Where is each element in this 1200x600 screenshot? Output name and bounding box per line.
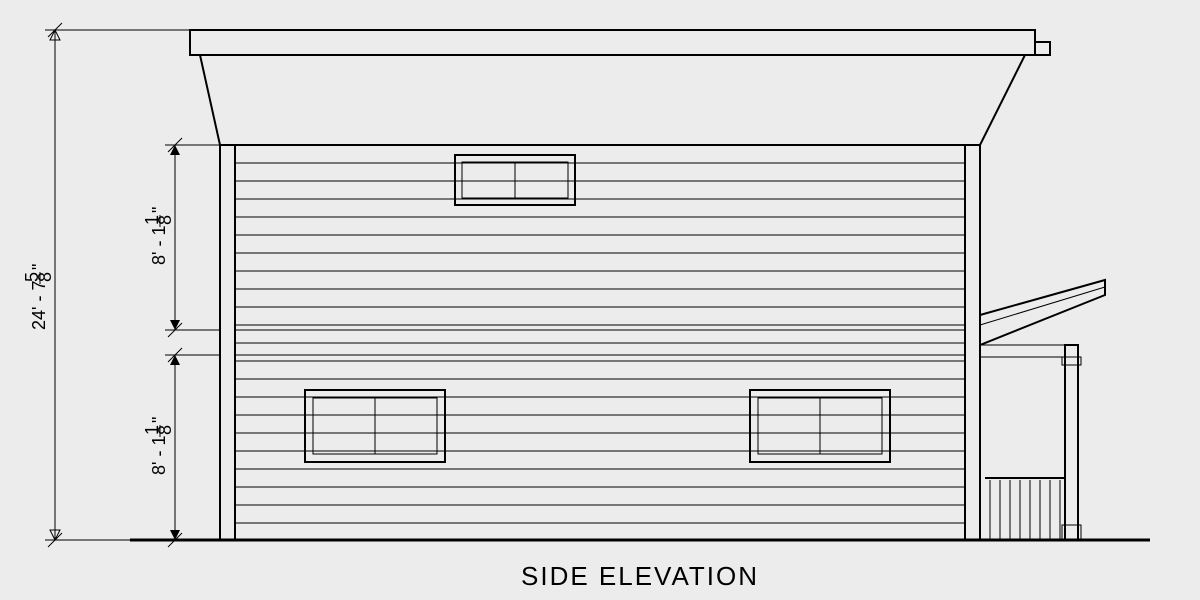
svg-text:8' - 1: 8' - 1	[149, 436, 169, 475]
svg-text:8: 8	[155, 425, 175, 435]
dim-upper-label: 8' - 1 1 8 "	[142, 207, 175, 265]
dim-lower-label: 8' - 1 1 8 "	[142, 417, 175, 475]
svg-text:8' - 1: 8' - 1	[149, 226, 169, 265]
svg-text:": "	[149, 417, 169, 423]
svg-text:": "	[149, 207, 169, 213]
porch-railing	[985, 478, 1065, 540]
corner-board-left	[220, 145, 235, 540]
elevation-drawing: 24' - 7 5 8 " 8' - 1 1 8 " 8' - 1 1 8 "	[0, 0, 1200, 600]
corner-board-right	[965, 145, 980, 540]
dim-lower-floor	[168, 355, 182, 547]
roof	[190, 30, 1050, 145]
dim-upper-floor	[165, 138, 220, 337]
upper-window	[455, 155, 575, 205]
svg-text:24' - 7: 24' - 7	[29, 281, 49, 330]
siding	[235, 163, 965, 523]
svg-text:8: 8	[35, 272, 55, 282]
svg-text:8: 8	[155, 215, 175, 225]
dim-total-label: 24' - 7 5 8 "	[22, 264, 55, 330]
porch	[980, 280, 1105, 540]
svg-text:": "	[29, 264, 49, 270]
drawing-title: SIDE ELEVATION	[521, 561, 759, 591]
